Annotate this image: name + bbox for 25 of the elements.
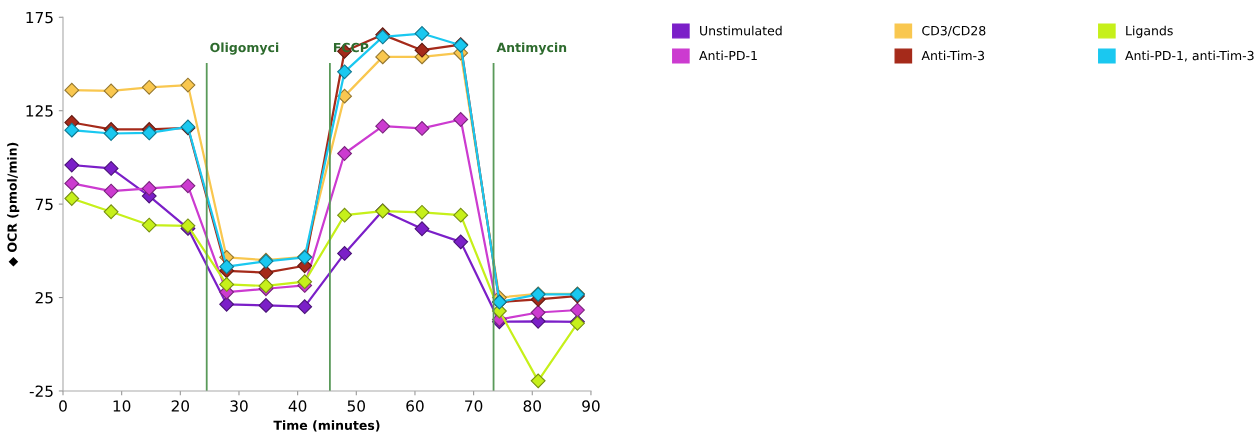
x-axis-title: Time (minutes): [273, 420, 380, 432]
ref-line-label: Oligomyci: [210, 42, 279, 55]
x-tick-label: 0: [59, 400, 67, 412]
ref-line-label: Antimycin: [496, 42, 567, 55]
y-axis-title: ◆ OCR (pmol/min): [7, 142, 20, 267]
legend-label: Unstimulated: [700, 25, 782, 36]
legend-label: CD3/CD28: [922, 25, 986, 37]
y-tick-label: 75: [35, 198, 53, 211]
legend-label: Anti-PD-1, anti-Tim-3: [1125, 50, 1254, 62]
x-tick-label: 90: [582, 400, 600, 412]
y-tick-label: -25: [29, 385, 53, 397]
y-tick-label: 175: [26, 11, 53, 24]
x-tick-label: 80: [523, 400, 541, 412]
x-tick-label: 10: [113, 400, 131, 412]
x-tick-label: 60: [406, 400, 424, 412]
legend-label: Ligands: [1126, 25, 1173, 38]
x-tick-label: 70: [465, 400, 483, 412]
x-tick-label: 20: [171, 400, 190, 412]
x-tick-label: 30: [230, 400, 248, 412]
y-tick-label: 125: [26, 105, 53, 117]
x-tick-label: 40: [288, 400, 307, 412]
legend-label: Anti-PD-1: [699, 50, 757, 61]
legend-label: Anti-Tim-3: [921, 50, 985, 61]
y-tick-label: 25: [35, 292, 53, 304]
x-tick-label: 50: [347, 400, 366, 412]
